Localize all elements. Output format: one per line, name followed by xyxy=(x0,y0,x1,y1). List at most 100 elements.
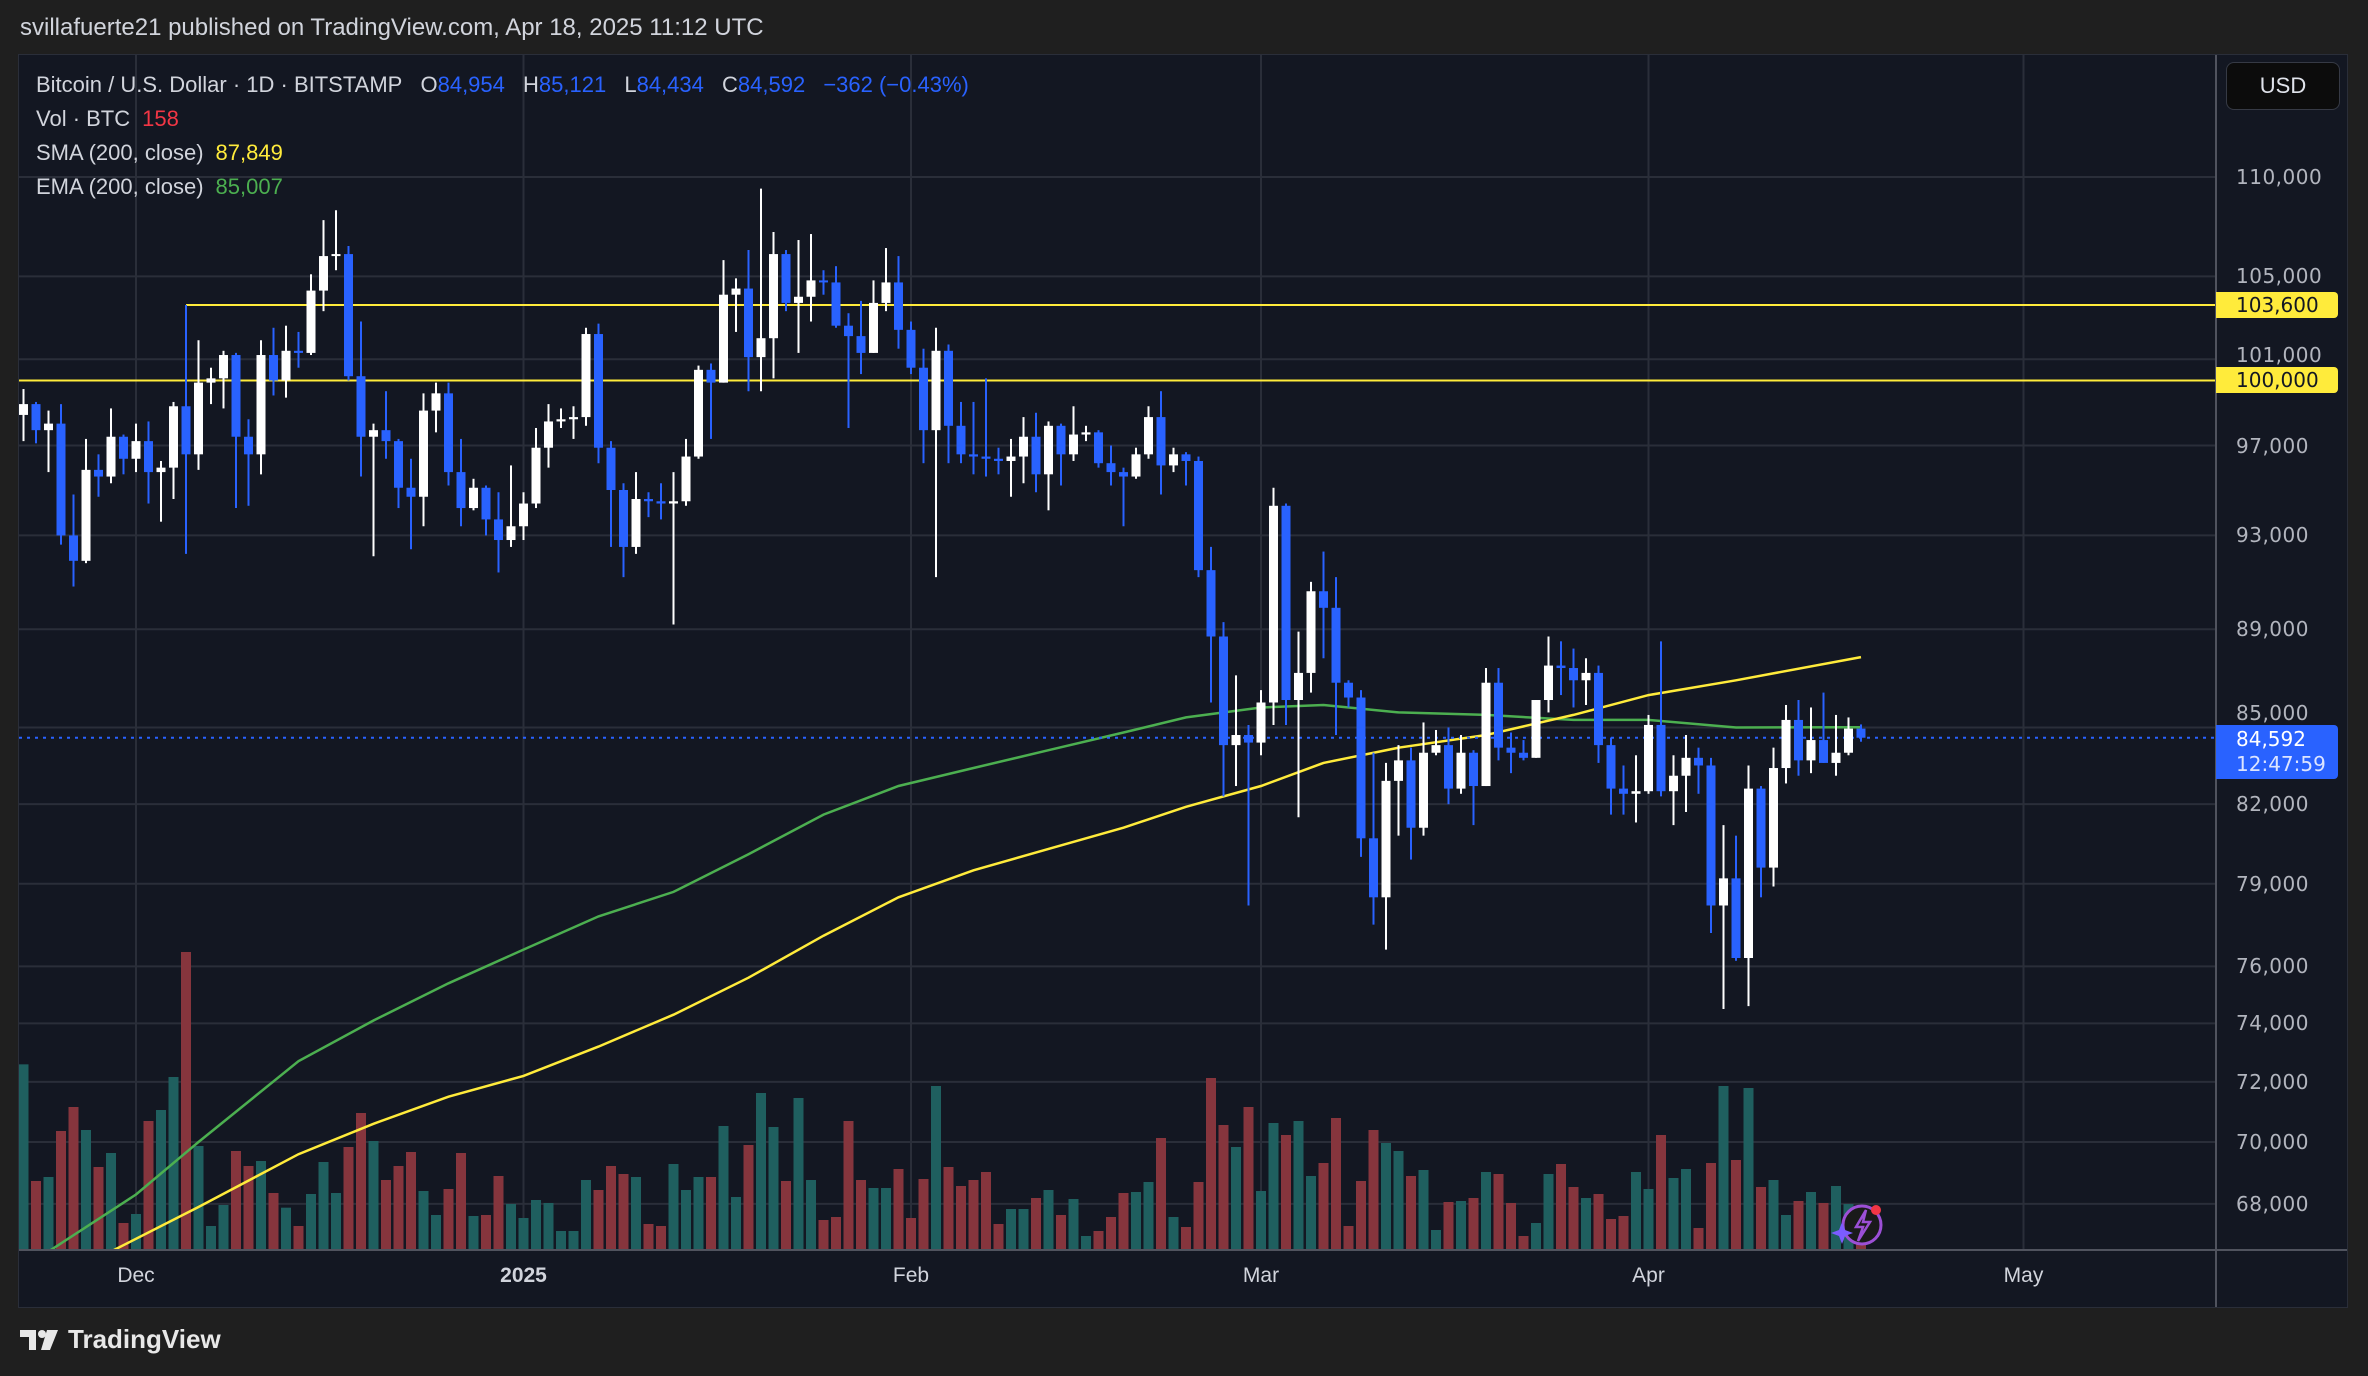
candle-body xyxy=(981,456,991,459)
candle-body xyxy=(494,519,503,541)
time-tick-label: 2025 xyxy=(500,1264,547,1287)
candle-body xyxy=(381,430,391,442)
volume-bar xyxy=(1156,1138,1166,1250)
candle-body xyxy=(1094,432,1103,464)
volume-bar xyxy=(19,1064,29,1250)
volume-bar xyxy=(656,1226,666,1250)
time-tick-label: Mar xyxy=(1242,1264,1280,1287)
high-label: H xyxy=(523,72,539,97)
volume-bar xyxy=(231,1151,241,1250)
candle-body xyxy=(531,447,541,504)
volume-bar xyxy=(843,1121,854,1250)
candle-body xyxy=(1744,788,1753,958)
legend-volume-row[interactable]: Vol · BTC 158 xyxy=(36,106,179,132)
candle-body xyxy=(1644,724,1653,792)
volume-bar xyxy=(1381,1143,1391,1250)
candle-body xyxy=(1531,700,1541,758)
candle-body xyxy=(1419,752,1428,828)
legend-ema-row[interactable]: EMA (200, close) 85,007 xyxy=(36,174,283,200)
candle-body xyxy=(1444,745,1453,789)
volume-bar xyxy=(1106,1217,1116,1250)
candle-body xyxy=(1819,740,1828,763)
time-tick-label: Feb xyxy=(892,1264,930,1287)
volume-bar xyxy=(318,1162,329,1250)
candle-body xyxy=(819,280,828,283)
volume-bar xyxy=(1356,1181,1366,1250)
candle-body xyxy=(1106,463,1116,473)
candle-body xyxy=(1381,780,1391,898)
candle-body xyxy=(1631,791,1641,794)
tradingview-logo[interactable]: TradingView xyxy=(20,1324,221,1355)
volume-bar xyxy=(1643,1189,1654,1250)
volume-bar xyxy=(1831,1186,1841,1250)
close-label: C xyxy=(722,72,738,97)
candle-body xyxy=(519,503,528,527)
volume-bar xyxy=(1231,1147,1241,1250)
volume-bar xyxy=(731,1197,741,1250)
volume-bar xyxy=(531,1200,541,1250)
price-tick-label: 105,000 xyxy=(2236,264,2323,289)
sma-value: 87,849 xyxy=(215,140,283,165)
volume-bar xyxy=(1143,1182,1154,1250)
legend-sma-row[interactable]: SMA (200, close) 87,849 xyxy=(36,140,283,166)
volume-bar xyxy=(243,1166,254,1250)
candle-body xyxy=(1169,454,1178,466)
volume-bar xyxy=(181,952,191,1250)
volume-bar xyxy=(68,1107,79,1250)
candle-body xyxy=(281,350,291,381)
candle-body xyxy=(656,501,666,504)
candle-body xyxy=(1194,460,1203,571)
volume-bar xyxy=(1331,1118,1341,1250)
candle-body xyxy=(1569,668,1578,681)
candle-body xyxy=(294,350,303,353)
volume-bar xyxy=(331,1193,341,1250)
candle-body xyxy=(69,535,78,561)
candle-body xyxy=(169,406,178,468)
volume-bar xyxy=(343,1147,354,1250)
candle-body xyxy=(619,489,628,547)
price-tick-label: 93,000 xyxy=(2236,523,2309,548)
volume-bar xyxy=(1081,1236,1091,1250)
volume-bar xyxy=(993,1224,1004,1250)
volume-bar xyxy=(1543,1174,1554,1250)
open-label: O xyxy=(420,72,438,97)
price-tick-label: 110,000 xyxy=(2236,165,2323,189)
volume-bar xyxy=(456,1153,466,1250)
volume-bar xyxy=(1768,1180,1779,1250)
volume-bar xyxy=(118,1223,129,1250)
candle-body xyxy=(1156,417,1166,466)
volume-bar xyxy=(1043,1190,1054,1250)
candle-body xyxy=(81,469,91,561)
volume-bar xyxy=(931,1086,941,1250)
volume-bar xyxy=(43,1177,54,1250)
currency-button[interactable]: USD xyxy=(2226,62,2340,110)
candle-body xyxy=(1344,682,1353,698)
candle-body xyxy=(1656,724,1666,792)
grid xyxy=(19,55,2216,1250)
lightning-sparkle-icon[interactable] xyxy=(1831,1204,1883,1246)
candle-body xyxy=(1031,436,1041,475)
volume-bar xyxy=(1306,1176,1316,1250)
volume-bar xyxy=(306,1194,316,1250)
chart-panel[interactable] xyxy=(18,54,2348,1308)
candle-body xyxy=(369,430,378,437)
price-tick-label: 72,000 xyxy=(2236,1069,2309,1094)
level-price-badge: 103,600 xyxy=(2216,291,2338,318)
volume-bar xyxy=(1743,1088,1754,1250)
candle-body xyxy=(694,369,703,457)
candle-body xyxy=(406,487,416,497)
price-tick-label: 74,000 xyxy=(2236,1011,2309,1036)
candle-body xyxy=(706,369,716,383)
volume-bar xyxy=(643,1224,654,1250)
volume-bar xyxy=(1393,1151,1404,1250)
sma-label: SMA (200, close) xyxy=(36,140,204,165)
candle-body xyxy=(906,329,916,368)
candle-body xyxy=(1181,454,1191,461)
candle-body xyxy=(1144,417,1153,455)
last-price-badge: 84,592 12:47:59 xyxy=(2216,724,2338,779)
candle-body xyxy=(681,456,691,502)
candle-body xyxy=(1806,740,1816,761)
volume-bar xyxy=(793,1098,804,1250)
candle-body xyxy=(1256,702,1266,743)
